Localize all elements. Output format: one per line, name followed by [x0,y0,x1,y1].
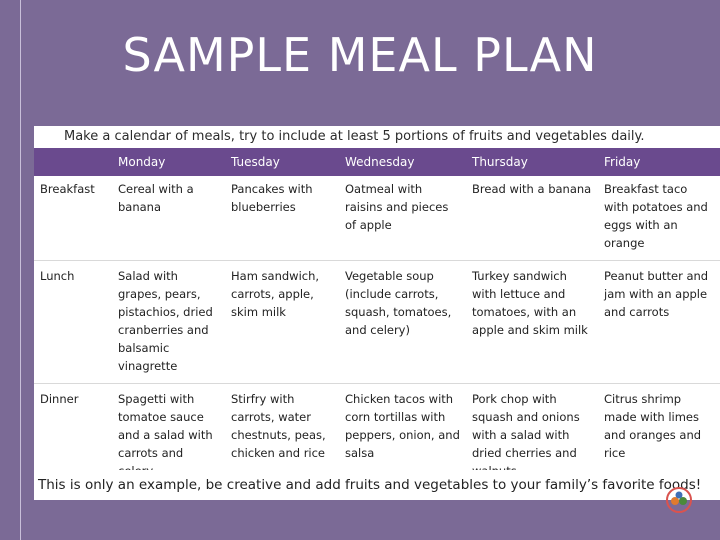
table-cell: Salad with grapes, pears, pistachios, dr… [112,260,225,384]
row-label-breakfast: Breakfast [34,176,112,261]
subtitle-text: Make a calendar of meals, try to include… [34,126,720,148]
footer-note: This is only an example, be creative and… [34,470,720,500]
table-cell: Peanut butter and jam with an apple and … [598,260,720,384]
table-row: Lunch Salad with grapes, pears, pistachi… [34,260,720,384]
table-cell: Citrus shrimp made with limes and orange… [604,392,702,460]
table-cell: Breakfast taco with potatoes and eggs wi… [598,176,720,261]
row-label-dinner: Dinner [40,392,79,406]
header-cell-thursday: Thursday [472,155,528,169]
header-cell-tuesday: Tuesday [231,155,280,169]
table-cell: Vegetable soup (include carrots, squash,… [339,260,466,384]
table-cell: Stirfry with carrots, water chestnuts, p… [231,392,326,460]
meal-plan-table: Monday Tuesday Wednesday Thursday Friday… [34,148,720,488]
header-cell-friday: Friday [604,155,641,169]
table-cell: Ham sandwich, carrots, apple, skim milk [225,260,339,384]
header-cell-monday: Monday [118,155,166,169]
page-title: SAMPLE MEAL PLAN [122,28,598,82]
slide-left-rule [20,0,21,540]
fruit-logo-icon [664,484,694,514]
header-cell-wednesday: Wednesday [345,155,415,169]
table-header-row: Monday Tuesday Wednesday Thursday Friday [34,148,720,176]
table-row: Breakfast Cereal with a banana Pancakes … [34,176,720,261]
meal-plan-table-container: Monday Tuesday Wednesday Thursday Friday… [34,148,720,478]
row-label-lunch: Lunch [34,260,112,384]
header-cell-empty [34,148,112,176]
table-cell: Turkey sandwich with lettuce and tomatoe… [466,260,598,384]
table-cell: Bread with a banana [466,176,598,261]
table-cell: Pancakes with blueberries [225,176,339,261]
table-cell: Oatmeal with raisins and pieces of apple [339,176,466,261]
table-cell: Cereal with a banana [112,176,225,261]
table-cell: Chicken tacos with corn tortillas with p… [345,392,460,460]
table-row: Dinner Spagetti with tomatoe sauce and a… [34,384,720,489]
